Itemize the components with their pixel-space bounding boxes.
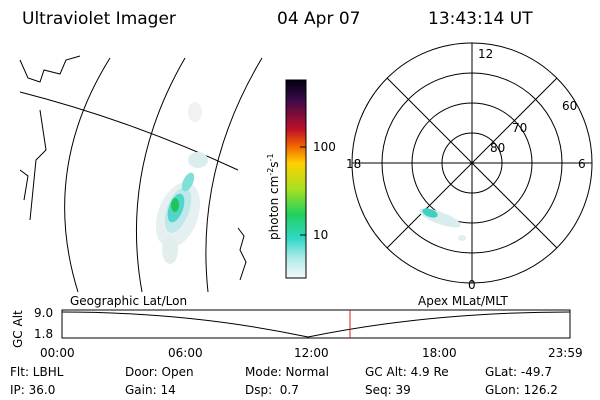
info: Mode: Normal [245,365,329,379]
polar-plot [351,42,593,284]
colorbar-label: photon cm-2s-1 [266,153,281,240]
meridian [205,57,263,293]
x-tick-label: 18:00 [422,346,457,360]
x-tick-label: 12:00 [294,346,329,360]
mlt-label: 12 [478,47,493,61]
info: Seq: 39 [365,383,411,397]
meridian [64,57,111,293]
time: 13:43:14 UT [428,9,533,29]
date: 04 Apr 07 [277,9,360,29]
plot-frame [61,309,571,339]
unit: s [267,161,281,167]
y-label: GC Alt [11,310,25,348]
colorbar-tick-label: 10 [313,228,328,242]
x-tick-label: 00:00 [40,346,75,360]
title: Ultraviolet Imager [22,9,176,29]
y-tick-label: 9.0 [34,306,53,320]
y-tick-label: 1.8 [34,327,53,341]
info: Dsp: 0.7 [245,383,299,397]
info: GLon: 126.2 [485,383,558,397]
coastline [19,55,247,281]
info: Flt: LBHL [10,365,64,379]
right-label: Apex MLat/MLT [418,294,508,308]
colorbar-tick-label: 100 [313,140,336,154]
left-label: Geographic Lat/Lon [70,294,187,308]
meridian [135,57,186,293]
mlt-label: 0 [468,278,476,292]
info: Door: Open [125,365,194,379]
unit-exp: -2 [266,168,275,176]
latitude-line [19,91,239,171]
mlat-label: 60 [562,99,577,113]
mlt-label: 6 [578,157,586,171]
unit-exp: -1 [266,153,275,161]
info: GC Alt: 4.9 Re [365,365,449,379]
info: IP: 36.0 [10,383,55,397]
aurora [155,102,208,264]
mlat-label: 80 [490,141,505,155]
mlat-label: 70 [512,121,527,135]
info: GLat: -49.7 [485,365,552,379]
altitude-curve [61,311,571,338]
map [19,55,263,293]
info: Gain: 14 [125,383,176,397]
x-tick-label: 06:00 [168,346,203,360]
x-tick-label: 23:59 [548,346,583,360]
mlt-label: 18 [346,157,361,171]
unit: photon cm [267,176,281,240]
colorbar [285,79,307,279]
